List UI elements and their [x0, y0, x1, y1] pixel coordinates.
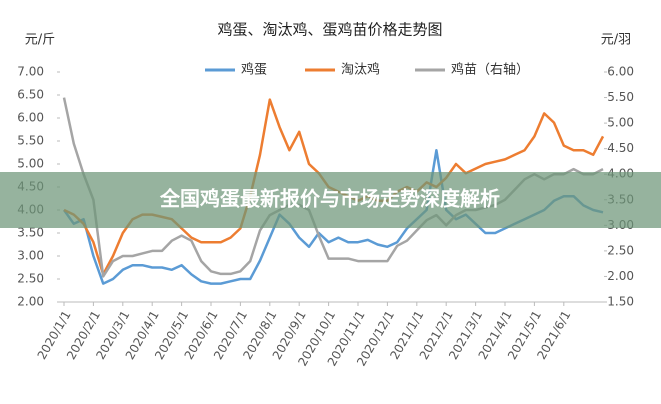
y-tick-label: 3.50 — [17, 226, 44, 240]
y-axis-label: 元/斤 — [25, 33, 55, 48]
legend-label: 鸡苗（右轴） — [451, 62, 529, 78]
y2-tick-label: 4.50 — [607, 141, 634, 155]
banner-background — [0, 172, 661, 228]
y-tick-label: 7.00 — [17, 65, 44, 79]
y2-tick-label: 6.00 — [607, 65, 634, 79]
y-tick-label: 3.00 — [17, 249, 44, 263]
y2-tick-label: 1.50 — [607, 295, 634, 309]
legend-label: 淘汰鸡 — [341, 62, 380, 78]
y2-tick-label: 2.00 — [607, 269, 634, 283]
y-tick-label: 5.00 — [17, 157, 44, 171]
y2-tick-label: 5.50 — [607, 90, 634, 104]
chart-title: 鸡蛋、淘汰鸡、蛋鸡苗价格走势图 — [217, 21, 442, 39]
y2-tick-label: 5.00 — [607, 116, 634, 130]
y-tick-label: 6.00 — [17, 111, 44, 125]
legend-label: 鸡蛋 — [241, 62, 267, 78]
y2-axis-label: 元/羽 — [601, 33, 631, 48]
y-tick-label: 5.50 — [17, 134, 44, 148]
y-tick-label: 2.00 — [17, 295, 44, 309]
banner-text: 全国鸡蛋最新报价与市场走势深度解析 — [159, 187, 500, 211]
y-tick-label: 6.50 — [17, 88, 44, 102]
y2-tick-label: 2.50 — [607, 243, 634, 257]
y-tick-label: 2.50 — [17, 272, 44, 286]
